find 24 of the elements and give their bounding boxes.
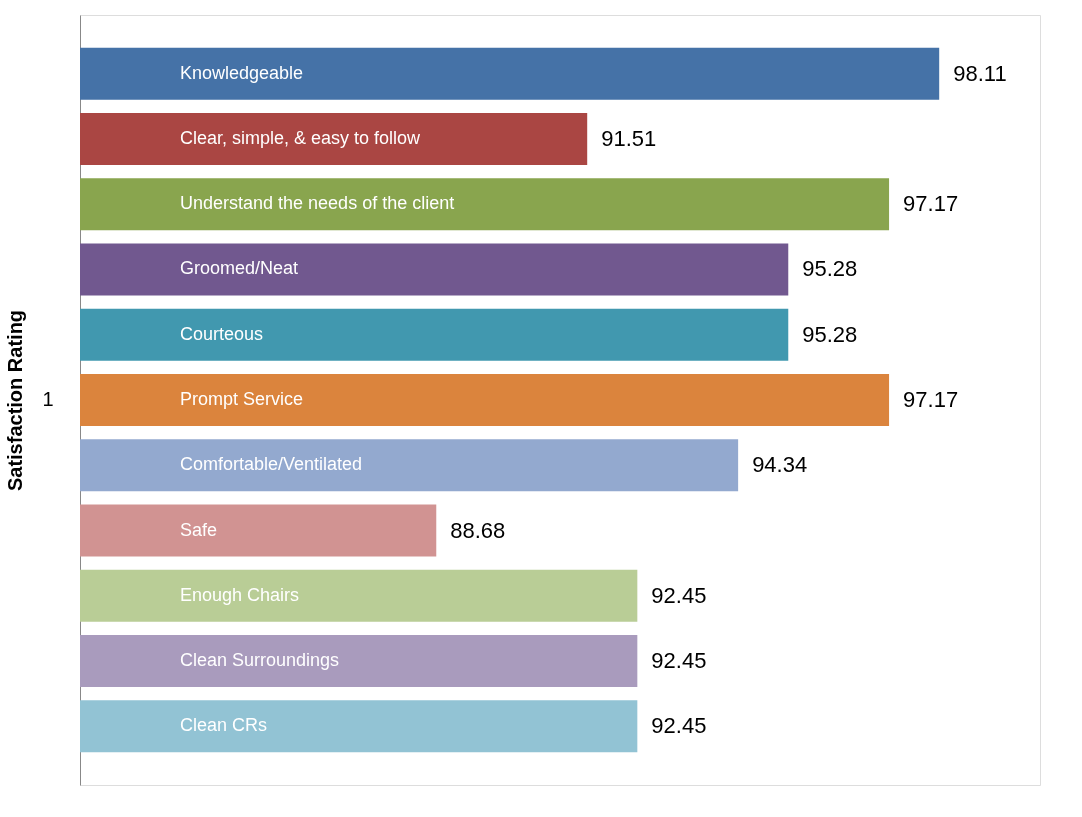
data-label: 95.28 <box>802 256 858 282</box>
y-tick-label: Understand the needs of the client <box>180 193 455 214</box>
text: 1 <box>42 388 54 410</box>
data-label: 92.45 <box>651 713 707 739</box>
y-tick-label: Comfortable/Ventilated <box>180 454 363 475</box>
data-label: 88.68 <box>450 517 506 543</box>
y-tick-label: Courteous <box>180 323 264 344</box>
y-tick-label: Clean Surroundings <box>180 650 340 671</box>
y-tick-label: Groomed/Neat <box>180 258 299 279</box>
data-label: 91.51 <box>601 125 657 151</box>
data-label: 98.11 <box>953 60 1007 86</box>
y-tick-label: Enough Chairs <box>180 584 300 605</box>
data-label: 95.28 <box>802 321 858 347</box>
y-tick-label: Safe <box>180 519 218 540</box>
data-label: 94.34 <box>752 452 808 478</box>
data-label: 97.17 <box>903 191 959 217</box>
y-tick-label: Knowledgeable <box>180 62 304 83</box>
y-tick-label: Clear, simple, & easy to follow <box>180 127 422 148</box>
y-tick-label: Prompt Service <box>180 389 304 409</box>
y-axis-title: Satisfaction Rating <box>3 309 26 492</box>
y-tick-label: Clean CRs <box>180 715 268 736</box>
data-label: 97.17 <box>903 387 959 412</box>
data-label: 92.45 <box>651 648 707 674</box>
data-label: 92.45 <box>651 582 707 608</box>
